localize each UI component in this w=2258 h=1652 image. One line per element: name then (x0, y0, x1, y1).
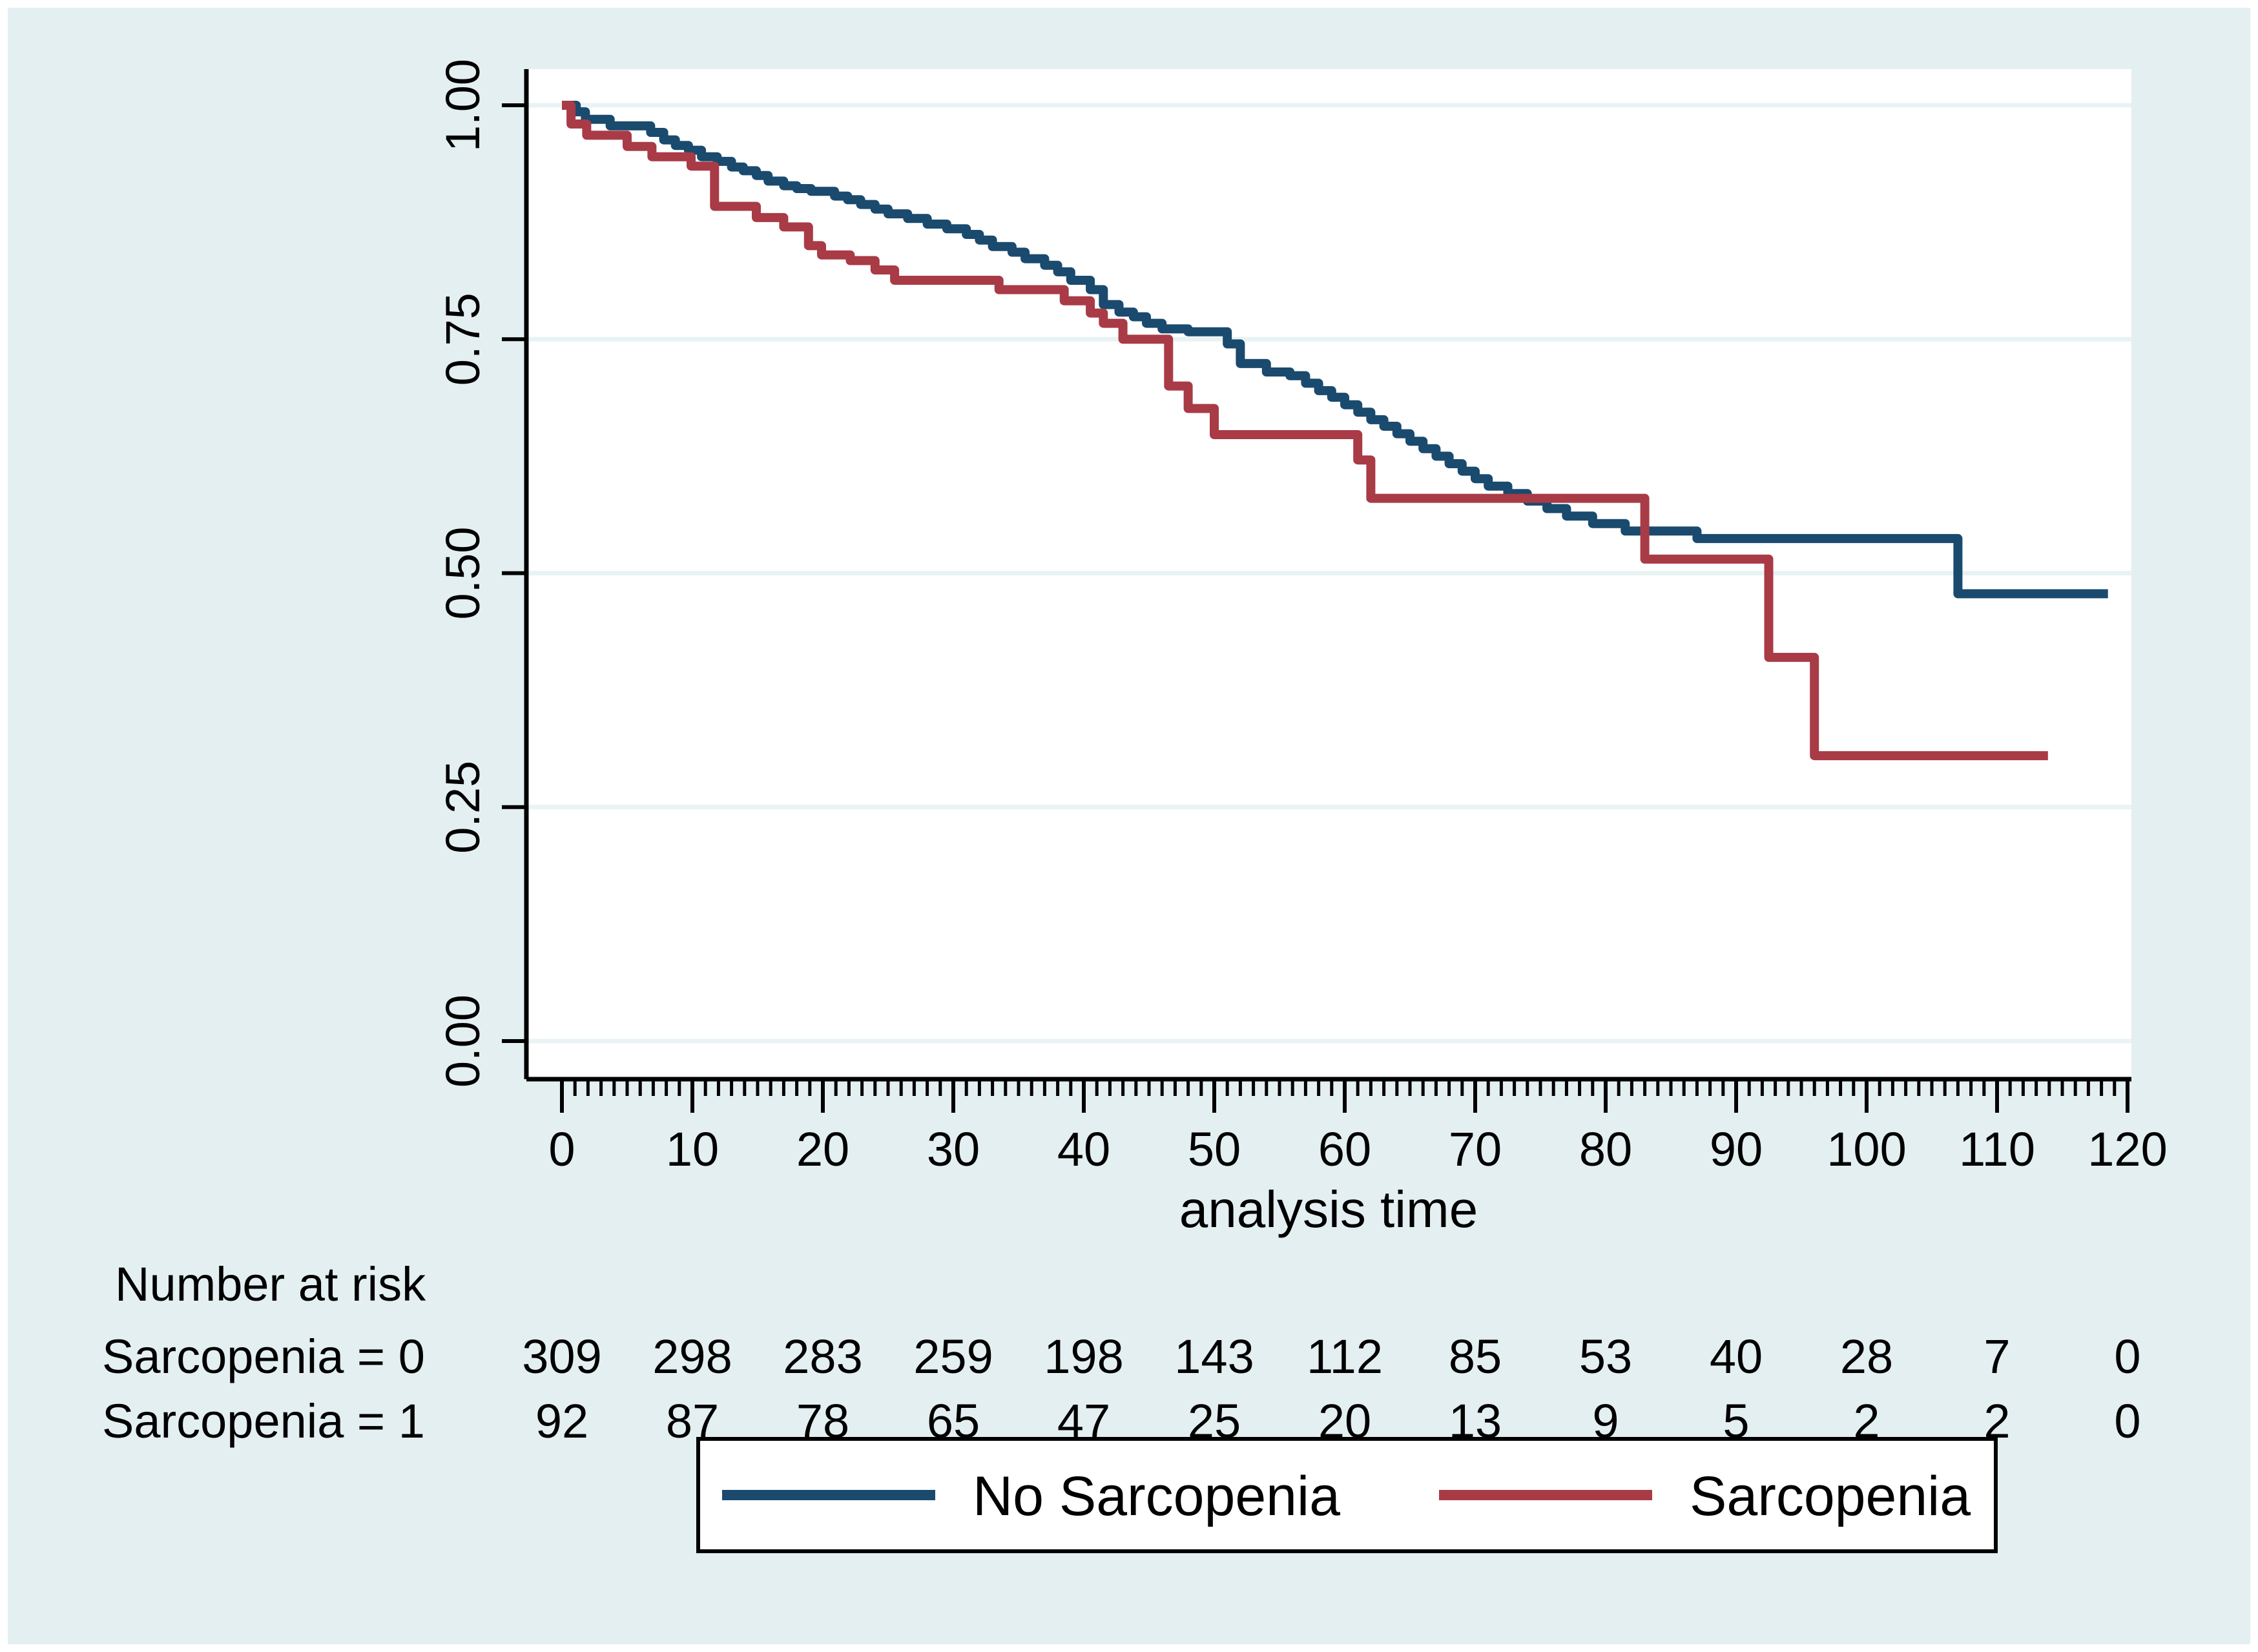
x-tick-label: 70 (1449, 1122, 1502, 1176)
x-tick-label: 120 (2087, 1122, 2167, 1176)
risk-value: 53 (1579, 1330, 1632, 1383)
y-axis-tick-labels-group: 0.00 0.25 0.50 0.75 1.00 (436, 59, 490, 1088)
risk-row-label-sarcopenia-1: Sarcopenia = 1 (102, 1394, 425, 1448)
survival-curves-group (562, 101, 2108, 761)
x-tick-label: 50 (1188, 1122, 1241, 1176)
risk-value: 7 (1984, 1330, 2010, 1383)
x-tick-label: 60 (1318, 1122, 1371, 1176)
x-axis-title: analysis time (1179, 1181, 1478, 1238)
risk-value: 298 (652, 1330, 732, 1383)
y-tick-label: 1.00 (436, 59, 490, 152)
risk-value: 143 (1174, 1330, 1254, 1383)
risk-value: 259 (913, 1330, 993, 1383)
y-tick-label: 0.50 (436, 526, 490, 619)
risk-value: 40 (1710, 1330, 1763, 1383)
risk-row-label-sarcopenia-0: Sarcopenia = 0 (102, 1330, 425, 1383)
risk-value: 92 (535, 1394, 588, 1448)
legend-label-sarcopenia: Sarcopenia (1690, 1465, 1971, 1527)
x-tick-label: 40 (1057, 1122, 1110, 1176)
risk-value: 309 (522, 1330, 601, 1383)
risk-value: 0 (2114, 1330, 2140, 1383)
y-tick-label: 0.00 (436, 995, 490, 1088)
km-curve-sarcopenia (562, 101, 2048, 761)
x-axis-ticks-group (560, 1079, 2129, 1113)
y-tick-label: 0.75 (436, 293, 490, 386)
x-tick-label: 100 (1827, 1122, 1906, 1176)
risk-value: 0 (2114, 1394, 2140, 1448)
x-tick-label: 20 (796, 1122, 849, 1176)
risk-value: 85 (1449, 1330, 1502, 1383)
x-axis-tick-labels-group: 0 10 20 30 40 50 60 70 80 90 100 110 120 (548, 1122, 2167, 1176)
x-tick-label: 110 (1959, 1122, 2035, 1176)
legend-label-no-sarcopenia: No Sarcopenia (973, 1465, 1340, 1527)
km-curve-no-sarcopenia (562, 101, 2108, 599)
x-tick-label: 10 (666, 1122, 719, 1176)
risk-value: 112 (1307, 1330, 1383, 1383)
y-axis-ticks-group (502, 103, 526, 1043)
risk-value: 198 (1044, 1330, 1123, 1383)
risk-table-header: Number at risk (115, 1257, 426, 1311)
x-tick-label: 80 (1579, 1122, 1632, 1176)
x-tick-label: 90 (1710, 1122, 1763, 1176)
x-tick-label: 0 (548, 1122, 575, 1176)
gridlines-group (526, 103, 2131, 1044)
risk-value: 283 (783, 1330, 862, 1383)
risk-value: 28 (1840, 1330, 1893, 1383)
y-tick-label: 0.25 (436, 761, 490, 854)
x-tick-label: 30 (927, 1122, 980, 1176)
legend: No Sarcopenia Sarcopenia (696, 1437, 1998, 1553)
